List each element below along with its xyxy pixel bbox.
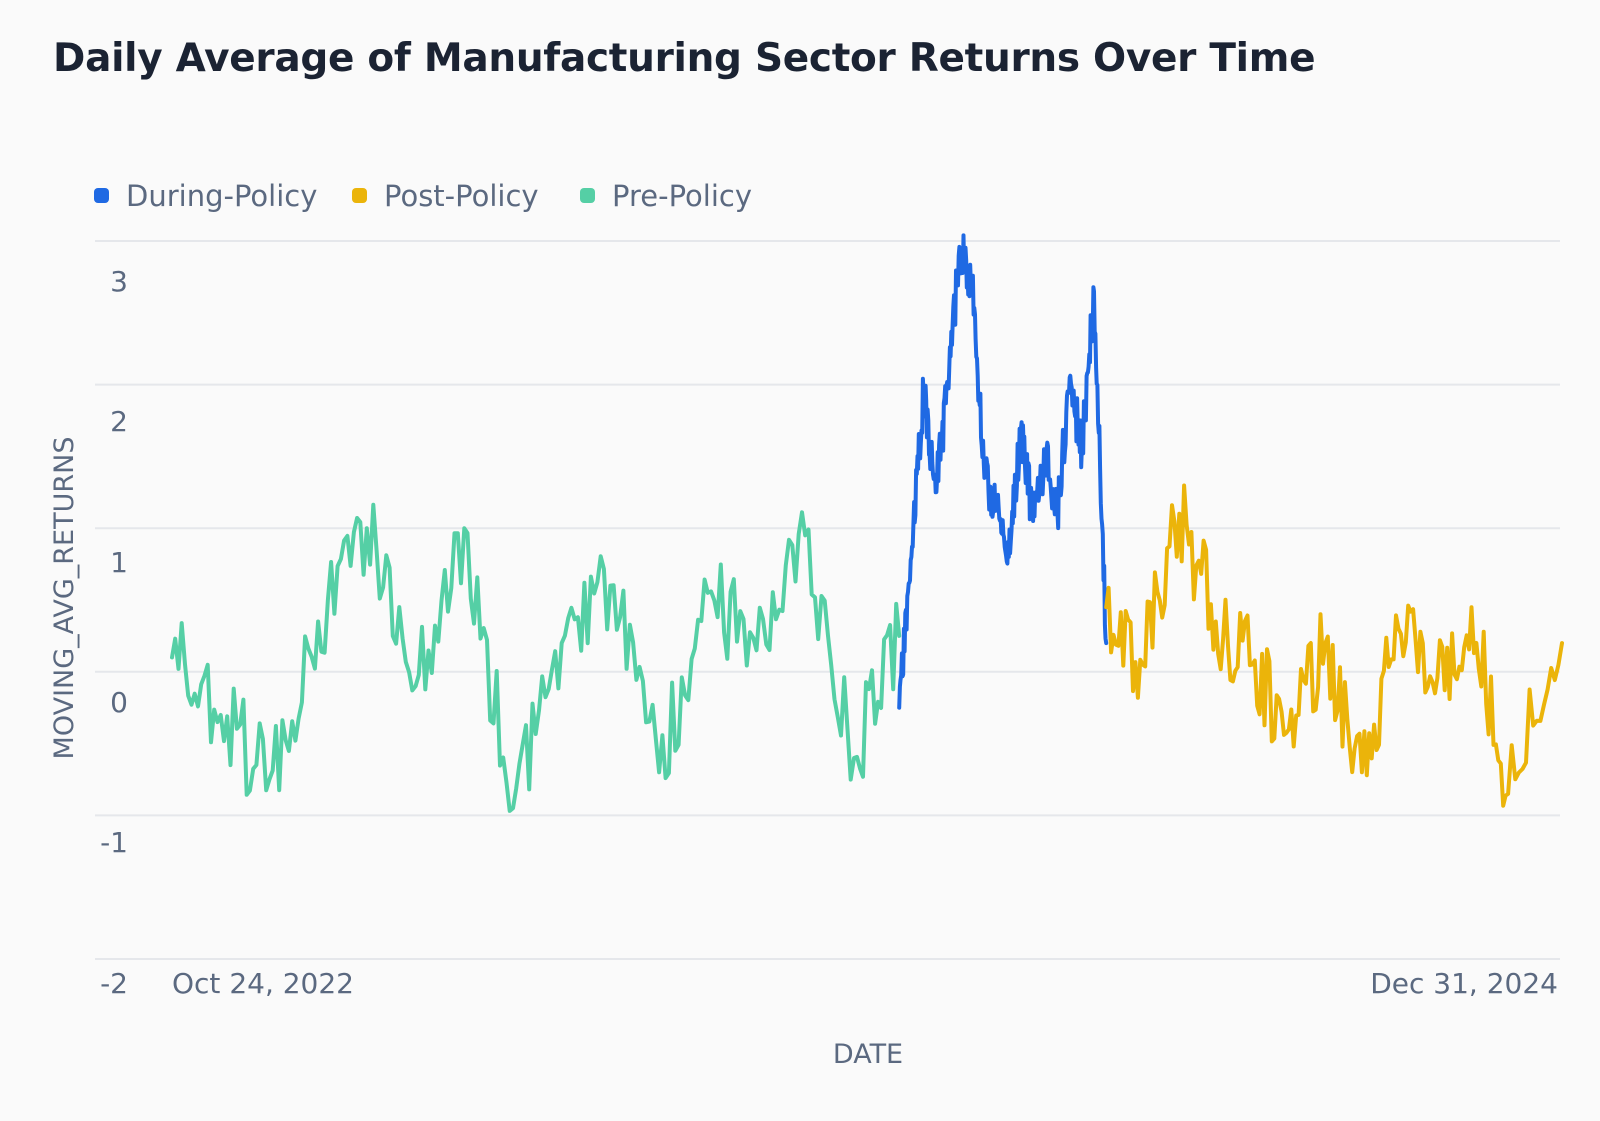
chart-title: Daily Average of Manufacturing Sector Re… <box>53 36 1316 81</box>
legend-item-during-policy[interactable]: During-Policy <box>94 179 317 213</box>
legend-label-during-policy: During-Policy <box>126 179 317 213</box>
y-axis-ticks: 3 2 1 0 -1 -2 <box>100 265 128 1000</box>
y-tick-label: 3 <box>110 265 128 298</box>
y-tick-label: -1 <box>100 826 128 859</box>
x-axis-title: DATE <box>833 1039 903 1070</box>
y-tick-label: 1 <box>110 546 128 579</box>
legend-item-pre-policy[interactable]: Pre-Policy <box>580 179 752 213</box>
legend-swatch-during-policy <box>94 188 109 203</box>
y-axis-title: MOVING_AVG_RETURNS <box>49 437 80 760</box>
legend-label-post-policy: Post-Policy <box>384 179 539 213</box>
y-tick-label: -2 <box>100 967 128 1000</box>
legend-swatch-post-policy <box>352 188 367 203</box>
x-axis-ticks: Oct 24, 2022 Dec 31, 2024 <box>172 967 1558 1000</box>
legend-label-pre-policy: Pre-Policy <box>612 179 752 213</box>
series-line-post-policy[interactable] <box>1104 483 1564 808</box>
legend-item-post-policy[interactable]: Post-Policy <box>352 179 539 213</box>
x-tick-label-start: Oct 24, 2022 <box>172 967 354 1000</box>
series-line-pre-policy[interactable] <box>170 502 902 813</box>
legend: During-Policy Post-Policy Pre-Policy <box>94 179 752 213</box>
series-line-during-policy[interactable] <box>897 233 1109 710</box>
y-tick-label: 0 <box>110 686 128 719</box>
grid-lines <box>95 240 1560 960</box>
x-tick-label-end: Dec 31, 2024 <box>1370 967 1558 1000</box>
y-tick-label: 2 <box>110 405 128 438</box>
series-lines <box>170 233 1564 813</box>
legend-swatch-pre-policy <box>580 188 595 203</box>
